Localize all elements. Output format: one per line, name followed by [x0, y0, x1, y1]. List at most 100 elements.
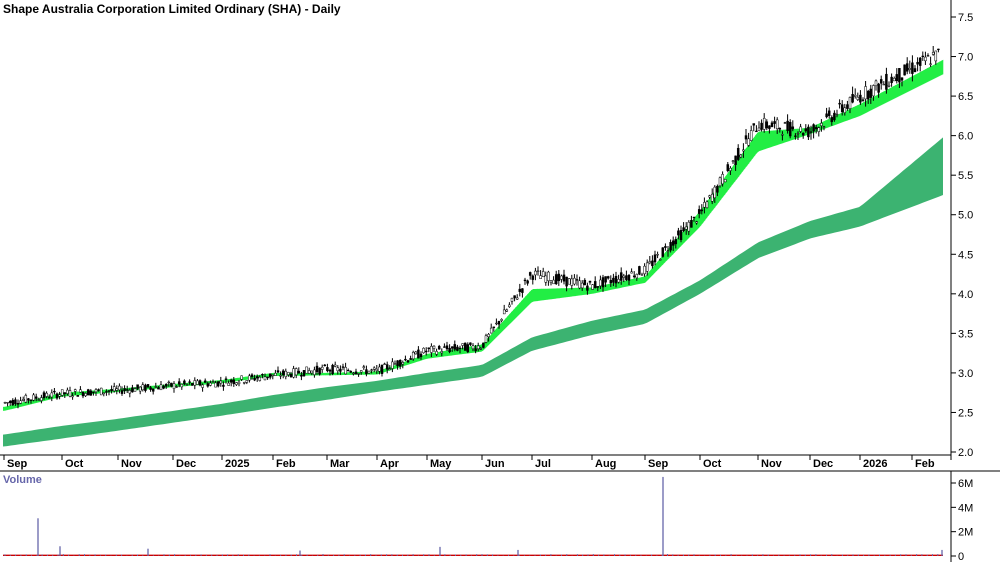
candle-body	[326, 367, 329, 372]
candle-body	[8, 400, 12, 403]
candle-body	[203, 380, 207, 383]
candle-body	[235, 382, 238, 385]
candle-body	[370, 369, 373, 371]
candle-body	[255, 376, 259, 379]
candle-body	[575, 279, 579, 281]
candle-body	[237, 381, 241, 385]
short-band-segment	[629, 279, 632, 287]
candle-body	[297, 370, 301, 374]
short-band-segment	[641, 276, 644, 284]
month-label: Sep	[7, 458, 27, 470]
candle-body	[138, 386, 142, 392]
short-band-segment	[335, 372, 338, 376]
candle-body	[489, 327, 493, 334]
candle-body	[68, 390, 72, 397]
short-band-segment	[323, 372, 326, 376]
candle-body	[783, 122, 787, 124]
candle-body	[16, 403, 20, 405]
candle-body	[822, 126, 826, 128]
candle-body	[627, 274, 631, 281]
short-band-segment	[563, 288, 566, 298]
candle-body	[461, 343, 464, 346]
candle-body	[37, 399, 41, 401]
short-band-segment	[589, 287, 592, 295]
candle-body	[336, 367, 340, 372]
candle-body	[934, 50, 938, 62]
candle-body	[601, 277, 605, 288]
candle-body	[726, 164, 730, 172]
short-band-segment	[931, 65, 934, 81]
short-band-segment	[517, 303, 520, 317]
candle-body	[606, 276, 610, 279]
price-tick-label: 2.5	[958, 407, 973, 419]
candle-body	[289, 373, 293, 378]
short-band-segment	[929, 66, 932, 82]
candle-body	[196, 380, 199, 385]
price-tick-label: 7.0	[958, 52, 973, 64]
candle-body	[882, 83, 886, 86]
candle-body	[149, 387, 152, 390]
short-band-segment	[867, 99, 870, 113]
candle-body	[609, 279, 613, 284]
short-band-segment	[243, 376, 246, 381]
candle-body	[734, 155, 737, 165]
candle-body	[253, 377, 256, 381]
candle-body	[931, 52, 935, 55]
month-label: Feb	[276, 458, 296, 470]
short-band-segment	[649, 269, 652, 279]
candle-body	[890, 76, 893, 84]
candle-body	[375, 368, 379, 371]
chart-title: Shape Australia Corporation Limited Ordi…	[3, 2, 341, 16]
candle-body	[705, 201, 709, 208]
candle-body	[250, 374, 254, 377]
short-band-segment	[683, 228, 686, 244]
candle-body	[422, 347, 425, 354]
month-label: Dec	[176, 458, 196, 470]
candle-body	[274, 372, 277, 376]
candle-body	[625, 275, 628, 280]
candle-body	[89, 390, 93, 396]
short-band-segment	[791, 129, 794, 141]
candle-body	[887, 84, 891, 87]
candle-body	[604, 276, 607, 283]
candle-body	[638, 266, 641, 275]
candle-body	[929, 63, 932, 65]
candle-body	[60, 389, 64, 396]
candle-body	[453, 344, 457, 350]
candle-body	[224, 378, 228, 380]
candle-body	[427, 347, 431, 350]
candle-body	[526, 280, 529, 284]
candle-body	[294, 368, 298, 376]
short-band-segment	[503, 319, 506, 331]
candle-body	[359, 370, 363, 373]
candle-body	[474, 348, 477, 352]
short-band-segment	[451, 349, 454, 356]
candle-body	[154, 386, 158, 388]
candle-body	[895, 74, 899, 82]
candle-body	[229, 379, 233, 383]
candle-body	[635, 274, 639, 279]
candle-body	[866, 90, 870, 100]
short-band-segment	[895, 84, 898, 99]
candle-body	[827, 110, 831, 117]
candle-body	[424, 350, 428, 353]
price-tick-label: 2.0	[958, 447, 973, 459]
short-band-segment	[783, 129, 786, 144]
candle-body	[414, 351, 418, 355]
candle-body	[307, 370, 311, 374]
short-band-segment	[577, 287, 580, 296]
candle-body	[578, 280, 581, 289]
candle-body	[284, 370, 288, 377]
candle-body	[554, 274, 558, 285]
candle-body	[729, 167, 732, 171]
candle-body	[820, 122, 823, 126]
short-band-segment	[531, 289, 534, 303]
short-band-segment	[893, 85, 896, 100]
short-band-segment	[739, 154, 742, 177]
candle-body	[328, 369, 332, 372]
candle-body	[66, 389, 69, 394]
short-band-segment	[7, 405, 10, 411]
candle-body	[760, 122, 763, 130]
candle-body	[313, 369, 316, 375]
short-band-segment	[305, 372, 308, 376]
